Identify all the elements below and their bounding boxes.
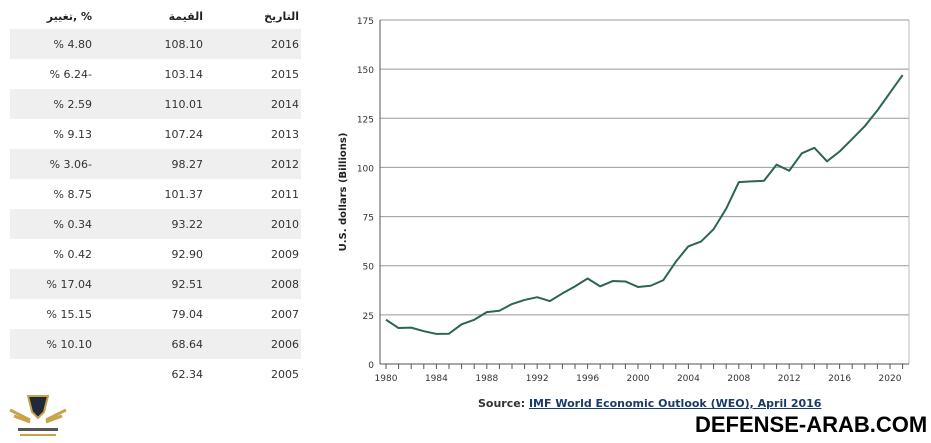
series-line [385,74,904,335]
cell-change: % 6.24- [49,67,92,81]
y-tick-label: 150 [357,66,374,76]
y-axis-label: U.S. dollars (Billions) [338,133,349,252]
table-header: تغيير, % القيمة التاريخ [10,4,301,29]
source-link[interactable]: IMF World Economic Outlook (WEO), April … [528,397,822,410]
x-tick-label: 1996 [576,374,599,384]
cell-change: % 9.13 [53,127,92,141]
table-row: % 0.42 92.90 2009 [10,239,301,269]
table-row: % 17.04 92.51 2008 [10,269,301,299]
x-tick-label: 2008 [727,374,750,384]
cell-change: % 3.06- [49,157,92,171]
cell-value: 93.22 [171,217,204,231]
cell-date: 2007 [271,307,299,321]
cell-date: 2008 [271,277,299,291]
table-row: % 4.80 108.10 2016 [10,29,301,59]
cell-date: 2012 [271,157,299,171]
cell-change: % 0.42 [53,247,92,261]
cell-value: 92.51 [171,277,204,291]
y-tick-label: 25 [363,312,374,322]
header-value: القيمة [168,10,203,23]
source-label: Source: [478,397,526,410]
table-row: % 2.59 110.01 2014 [10,89,301,119]
cell-change: % 2.59 [53,97,92,111]
cell-change: % 4.80 [53,37,92,51]
x-tick-label: 1988 [475,374,498,384]
cell-change: % 8.75 [53,187,92,201]
cell-date: 2011 [271,187,299,201]
x-tick-label: 2000 [627,374,650,384]
cell-date: 2016 [271,37,299,51]
y-tick-label: 0 [368,361,374,371]
source-note: Source: IMF World Economic Outlook (WEO)… [478,397,821,410]
header-date: التاريخ [264,10,299,23]
table-row: 62.34 2005 [10,359,301,389]
x-tick-label: 2016 [828,374,851,384]
cell-value: 107.24 [164,127,204,141]
cell-value: 110.01 [164,97,204,111]
cell-value: 62.34 [171,367,204,381]
cell-date: 2014 [271,97,299,111]
x-tick-label: 1992 [526,374,549,384]
table-row: % 10.10 68.64 2006 [10,329,301,359]
table-row: % 6.24- 103.14 2015 [10,59,301,89]
cell-change: % 10.10 [46,337,92,351]
y-tick-label: 175 [357,17,374,27]
x-tick-label: 1984 [425,374,448,384]
table-row: % 8.75 101.37 2011 [10,179,301,209]
cell-value: 68.64 [171,337,204,351]
cell-date: 2006 [271,337,299,351]
y-tick-label: 125 [357,115,374,125]
cell-date: 2010 [271,217,299,231]
x-tick-label: 2012 [778,374,801,384]
cell-change: % 17.04 [46,277,92,291]
y-tick-label: 75 [363,214,374,224]
data-table: تغيير, % القيمة التاريخ % 4.80 108.10 2016… [10,4,301,389]
cell-value: 79.04 [171,307,204,321]
table-row: % 3.06- 98.27 2012 [10,149,301,179]
forum-logo [9,395,67,436]
cell-value: 92.90 [171,247,204,261]
cell-change: % 15.15 [46,307,92,321]
header-change: تغيير, % [46,10,92,23]
cell-value: 103.14 [164,67,204,81]
cell-value: 108.10 [164,37,204,51]
y-tick-label: 50 [363,263,375,273]
table-row: % 15.15 79.04 2007 [10,299,301,329]
cell-value: 98.27 [171,157,204,171]
y-tick-label: 100 [357,164,374,174]
cell-date: 2013 [271,127,299,141]
line-chart: 0 25 50 75 100 125 150 175 1980 1984 1988 1992 1996 2… [338,17,910,384]
cell-value: 101.37 [164,187,204,201]
cell-date: 2009 [271,247,299,261]
table-row: % 9.13 107.24 2013 [10,119,301,149]
x-tick-label: 2004 [677,374,700,384]
x-tick-label: 1980 [375,374,398,384]
cell-change: % 0.34 [53,217,92,231]
cell-date: 2005 [271,367,299,381]
cell-date: 2015 [271,67,299,81]
x-tick-label: 2020 [879,374,902,384]
table-row: % 0.34 93.22 2010 [10,209,301,239]
watermark: DEFENSE-ARAB.COM [695,412,928,437]
